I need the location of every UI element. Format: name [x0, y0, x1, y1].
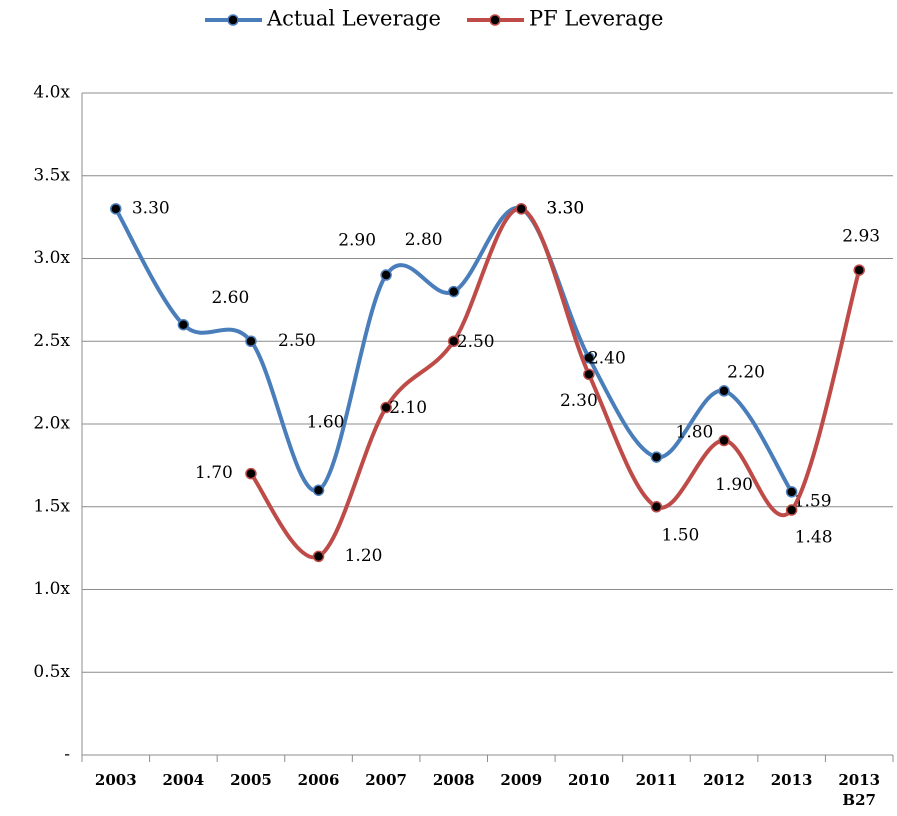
point-marker: [785, 504, 798, 516]
point-marker: [177, 318, 190, 331]
point-marker: [312, 550, 325, 563]
x-tick-label: 2013: [770, 771, 813, 789]
x-tick-label: 2012: [703, 771, 745, 789]
data-label: 2.10: [389, 398, 427, 418]
data-label: 3.30: [546, 198, 584, 218]
y-tick-label: -: [64, 745, 70, 765]
data-label: 2.30: [560, 391, 598, 411]
data-label: 2.50: [278, 331, 316, 351]
x-tick-label: 2008: [432, 771, 475, 789]
data-label: 1.80: [676, 423, 714, 443]
series-line: [249, 206, 862, 560]
legend-label: PF Leverage: [529, 7, 663, 31]
point-marker: [110, 203, 122, 215]
data-label: 2.80: [405, 230, 443, 250]
data-label: 3.30: [132, 198, 170, 218]
data-label: 2.40: [588, 348, 626, 368]
data-label: 2.60: [211, 288, 249, 308]
data-label: 1.60: [307, 413, 345, 433]
point-marker: [785, 486, 798, 498]
legend-label: Actual Leverage: [266, 7, 441, 31]
y-tick-label: 0.5x: [33, 662, 70, 682]
y-tick-label: 1.0x: [33, 579, 70, 599]
data-label: 2.93: [842, 227, 880, 247]
data-label: 2.20: [727, 362, 765, 382]
point-marker: [380, 401, 392, 414]
point-marker: [312, 484, 325, 496]
x-tick-label: 2005: [230, 771, 272, 789]
point-marker: [515, 203, 528, 215]
data-label: 2.50: [457, 332, 495, 352]
point-marker: [245, 467, 257, 480]
x-tick-label: 2004: [162, 771, 205, 789]
x-tick-label: 2007: [365, 771, 407, 789]
data-label: 1.50: [662, 525, 700, 545]
point-marker: [650, 451, 663, 463]
y-tick-label: 2.0x: [33, 414, 70, 434]
legend-marker: [227, 14, 239, 26]
point-marker: [245, 335, 257, 347]
series-line: [114, 205, 794, 493]
point-marker: [650, 501, 663, 513]
data-label: 1.90: [715, 475, 753, 495]
point-marker: [853, 264, 865, 276]
data-label: 1.59: [794, 491, 832, 511]
y-tick-label: 3.5x: [33, 165, 70, 185]
point-marker: [718, 385, 730, 397]
x-tick-label: 2013 B27: [838, 771, 881, 809]
data-label: 1.48: [795, 528, 833, 548]
data-label: 2.90: [338, 231, 376, 251]
legend-marker: [489, 14, 501, 26]
y-tick-label: 1.5x: [33, 496, 70, 516]
x-tick-label: 2010: [568, 771, 610, 789]
point-marker: [380, 269, 392, 281]
data-label: 3.30: [546, 198, 584, 218]
x-tick-label: 2009: [500, 771, 543, 789]
data-label: 1.70: [195, 463, 233, 483]
x-tick-label: 2011: [635, 771, 678, 789]
point-marker: [718, 434, 730, 447]
point-marker: [447, 285, 460, 298]
data-label: 1.20: [345, 546, 383, 566]
y-tick-label: 4.0x: [33, 83, 70, 103]
y-tick-label: 2.5x: [33, 331, 70, 351]
x-tick-label: 2006: [297, 771, 340, 789]
point-marker: [447, 335, 460, 347]
point-marker: [583, 368, 595, 381]
y-tick-label: 3.0x: [33, 248, 70, 268]
x-tick-label: 2003: [94, 771, 137, 789]
